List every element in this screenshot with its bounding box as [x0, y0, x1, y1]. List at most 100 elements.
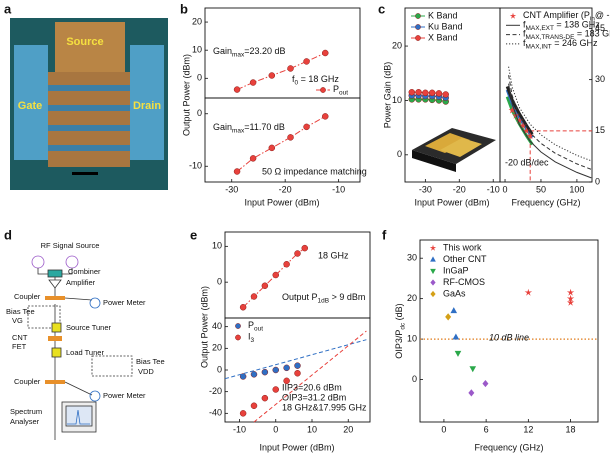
point	[566, 298, 575, 306]
annotation-run: =23.20 dB	[244, 46, 285, 56]
point	[283, 377, 290, 385]
x-axis-label: Input Power (dBm)	[244, 197, 319, 207]
point	[519, 121, 527, 129]
panel-label: a	[4, 1, 12, 16]
legend-marker	[429, 244, 437, 251]
legend-label-run: f	[523, 29, 526, 39]
series-line	[508, 66, 592, 162]
point	[301, 244, 308, 252]
series-line	[236, 115, 326, 172]
legend-label: Ku Band	[428, 21, 463, 31]
legend-label: This work	[443, 242, 482, 252]
y-tick-label: 0	[217, 364, 222, 374]
setup-diagram	[27, 255, 133, 440]
y-axis-label-run: (dB)	[394, 303, 404, 323]
diagram-label: Power Meter	[103, 298, 146, 307]
point	[272, 386, 279, 393]
point	[566, 294, 575, 302]
point	[415, 89, 422, 96]
legend-label-run: P	[584, 10, 590, 20]
x-tick-label: 6	[484, 424, 489, 434]
y-tick-label: 20	[392, 40, 402, 50]
legend-label-run: in	[590, 15, 595, 22]
point	[294, 362, 301, 369]
legend-marker	[415, 13, 421, 19]
legend-marker	[415, 35, 421, 41]
photo-label: Source	[66, 36, 103, 48]
point	[250, 293, 258, 300]
point	[508, 106, 516, 114]
y-axis-label-run: OIP3/	[394, 335, 404, 359]
point	[268, 72, 276, 79]
x-tick-label: 10	[307, 424, 317, 434]
legend-label-run: P	[333, 84, 339, 94]
legend-marker	[235, 323, 241, 329]
point	[482, 379, 489, 388]
diagram-label: Combiner	[68, 267, 101, 276]
panel-label: d	[4, 227, 12, 242]
diagram-label: Amplifier	[66, 278, 96, 287]
legend-label: X Band	[428, 32, 458, 42]
point	[283, 261, 290, 268]
y-tick-label: 0	[595, 176, 600, 186]
y-tick-label: 30	[595, 74, 605, 84]
legend-marker	[320, 87, 326, 93]
y-tick-label: 0	[197, 73, 202, 83]
point	[303, 58, 310, 65]
y-tick-label: -10	[189, 161, 202, 171]
annotation: f0 = 18 GHz	[292, 74, 339, 86]
legend-label: InGaP	[443, 265, 469, 275]
legend-label: GaAs	[443, 288, 466, 298]
point	[422, 89, 429, 97]
legend-label-run: MAX,EXT	[526, 25, 554, 32]
point	[452, 333, 460, 340]
y-tick-label: 15	[595, 125, 605, 135]
x-tick-label: -10	[233, 424, 246, 434]
point	[566, 288, 575, 296]
diagram-label: VDD	[138, 367, 154, 376]
point	[428, 89, 436, 97]
legend-label: Pout	[333, 84, 348, 96]
annotation: Gainmax=11.70 dB	[213, 122, 285, 134]
legend-marker	[235, 334, 241, 341]
legend-label-run: = 138 GHz	[554, 20, 600, 30]
annotation-run: Gain	[213, 46, 232, 56]
point	[239, 304, 247, 311]
y-tick-label: -40	[209, 408, 222, 418]
point	[272, 366, 279, 374]
annotation-run: max	[232, 127, 245, 134]
point	[261, 282, 269, 289]
legend-marker	[430, 290, 436, 298]
point	[272, 271, 279, 279]
legend-label-run: f	[523, 38, 526, 48]
x-tick-label: -10	[487, 184, 500, 194]
panel-label: e	[190, 227, 197, 242]
x-tick-label: -10	[332, 184, 345, 194]
y-tick-label: 0	[217, 277, 222, 287]
point	[287, 134, 294, 141]
point	[408, 89, 416, 96]
legend-label-run: out	[254, 325, 263, 332]
annotation: Gainmax=23.20 dB	[213, 46, 286, 58]
legend-label-run: 3	[251, 337, 255, 344]
diagram-label: Power Meter	[103, 391, 146, 400]
diagram-label: Bias Tee	[6, 307, 35, 316]
x-tick-label: 18	[566, 424, 576, 434]
x-axis-label: Input Power (dBm)	[414, 197, 489, 207]
annotation: OIP3=31.2 dBm	[282, 392, 346, 402]
y-tick-label: -20	[209, 386, 222, 396]
point	[526, 132, 534, 140]
point	[268, 144, 276, 152]
x-tick-label: -30	[419, 184, 432, 194]
point	[261, 368, 269, 376]
diagram-label: Analyser	[10, 417, 40, 426]
diagram-label: Load Tuner	[66, 348, 104, 357]
y-axis-label: Output Power (dBm)	[181, 54, 191, 136]
diagram-label: Coupler	[14, 292, 41, 301]
y-tick-label: 20	[212, 343, 222, 353]
legend-label: K Band	[428, 10, 458, 20]
annotation-run: max	[232, 51, 245, 58]
device-photo	[10, 18, 168, 190]
panel-label: f	[382, 227, 387, 242]
point	[454, 350, 462, 357]
